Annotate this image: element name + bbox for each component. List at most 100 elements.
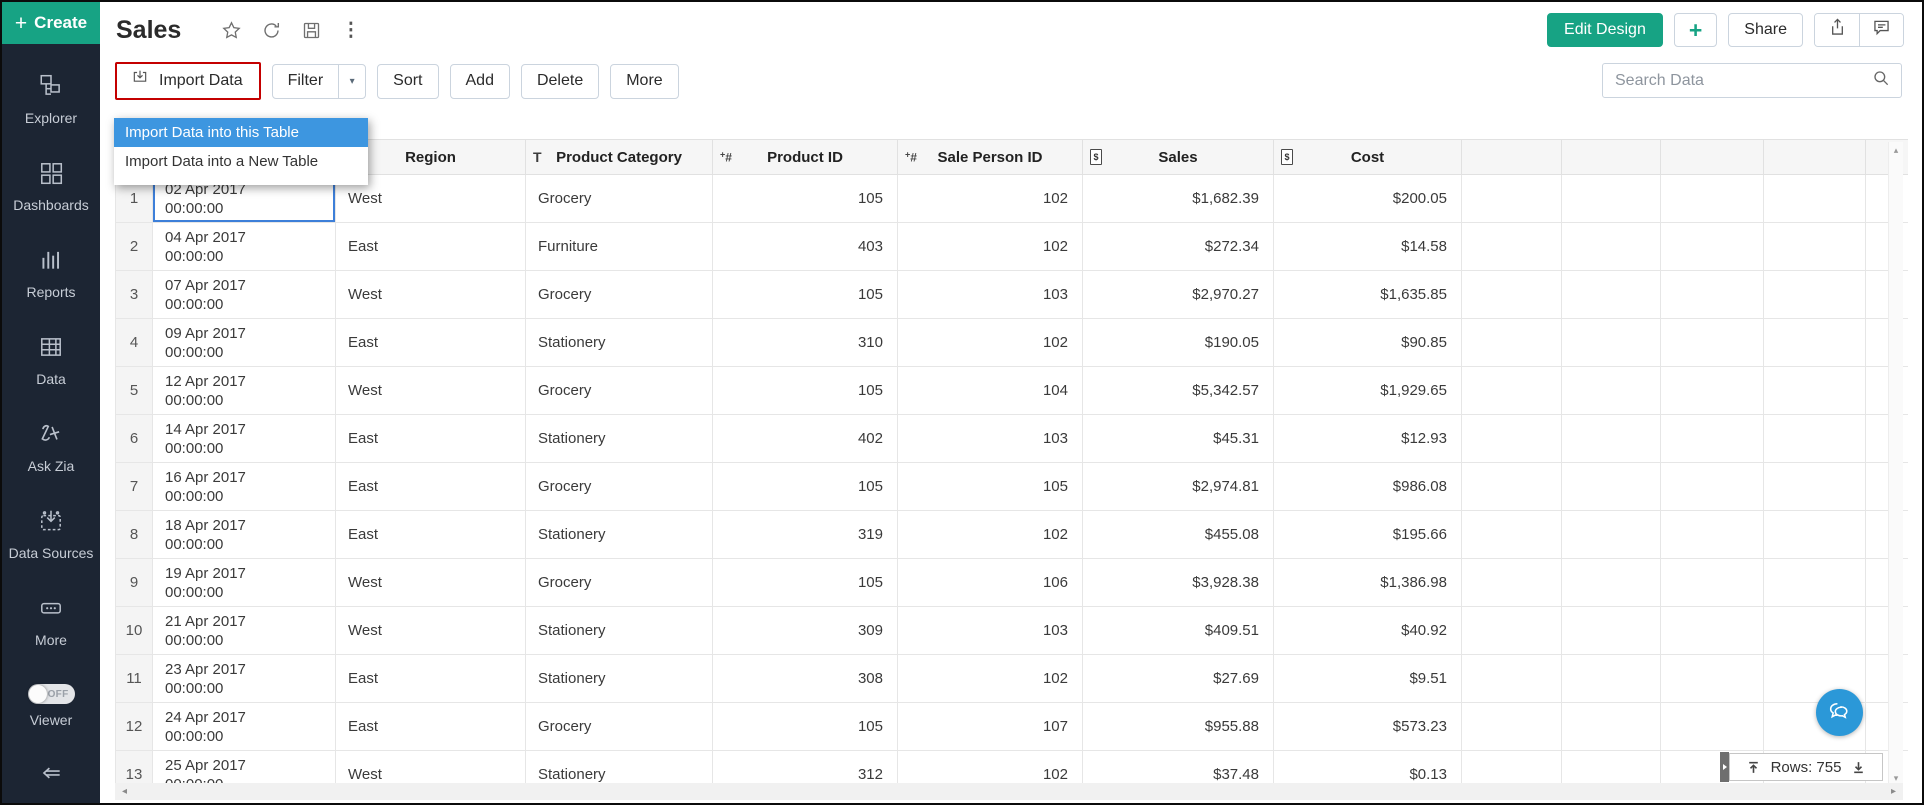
cell-product-id[interactable]: 105 [712, 270, 898, 319]
refresh-icon[interactable] [261, 20, 282, 41]
cell-sale-person-id[interactable]: 104 [897, 366, 1083, 415]
cell-empty[interactable] [1561, 510, 1661, 559]
cell-sale-person-id[interactable]: 103 [897, 270, 1083, 319]
cell-empty[interactable] [1763, 558, 1866, 607]
cell-region[interactable]: West [335, 606, 526, 655]
cell-region[interactable]: West [335, 366, 526, 415]
cell-empty[interactable] [1461, 222, 1562, 271]
cell-empty[interactable] [1763, 414, 1866, 463]
filter-dropdown-caret[interactable]: ▾ [338, 64, 365, 98]
cell-product-category[interactable]: Furniture [525, 222, 713, 271]
row-number[interactable]: 10 [115, 606, 153, 655]
cell-sales[interactable]: $190.05 [1082, 318, 1274, 367]
scroll-up-icon[interactable]: ▴ [1893, 145, 1899, 155]
row-number[interactable]: 4 [115, 318, 153, 367]
more-options-kebab-icon[interactable]: ⋮ [341, 19, 361, 41]
cell-sale-person-id[interactable]: 107 [897, 702, 1083, 751]
cell-date[interactable]: 04 Apr 2017 00:00:00 [152, 222, 336, 271]
cell-product-id[interactable]: 105 [712, 702, 898, 751]
cell-empty[interactable] [1763, 222, 1866, 271]
export-button[interactable] [1815, 14, 1859, 46]
save-icon[interactable] [301, 20, 322, 41]
cell-empty[interactable] [1561, 270, 1661, 319]
sort-button[interactable]: Sort [377, 63, 439, 99]
cell-cost[interactable]: $195.66 [1273, 510, 1462, 559]
cell-sales[interactable]: $955.88 [1082, 702, 1274, 751]
delete-button[interactable]: Delete [520, 63, 600, 99]
cell-date[interactable]: 12 Apr 2017 00:00:00 [152, 366, 336, 415]
sidebar-item-data-sources[interactable]: Data Sources [2, 491, 100, 578]
cell-sale-person-id[interactable]: 105 [897, 462, 1083, 511]
column-header-empty[interactable] [1763, 139, 1866, 175]
cell-empty[interactable] [1660, 366, 1764, 415]
cell-empty[interactable] [1561, 462, 1661, 511]
cell-cost[interactable]: $40.92 [1273, 606, 1462, 655]
cell-empty[interactable] [1561, 558, 1661, 607]
search-input[interactable] [1615, 71, 1871, 90]
cell-empty[interactable] [1461, 318, 1562, 367]
cell-cost[interactable]: $14.58 [1273, 222, 1462, 271]
viewer-toggle[interactable]: OFF [27, 684, 75, 705]
cell-empty[interactable] [1461, 606, 1562, 655]
comments-button[interactable] [1859, 14, 1903, 46]
sidebar-item-ask-zia[interactable]: Ask Zia [2, 404, 100, 491]
cell-sales[interactable]: $272.34 [1082, 222, 1274, 271]
sidebar-item-dashboards[interactable]: Dashboards [2, 143, 100, 230]
cell-sale-person-id[interactable]: 102 [897, 750, 1083, 787]
cell-empty[interactable] [1561, 606, 1661, 655]
cell-empty[interactable] [1660, 174, 1764, 223]
cell-product-category[interactable]: Grocery [525, 270, 713, 319]
cell-empty[interactable] [1561, 654, 1661, 703]
create-button[interactable]: + Create [2, 2, 100, 44]
cell-sales[interactable]: $2,970.27 [1082, 270, 1274, 319]
cell-region[interactable]: East [335, 222, 526, 271]
column-header-empty[interactable] [1660, 139, 1764, 175]
cell-empty[interactable] [1763, 174, 1866, 223]
column-header-cost[interactable]: $ Cost [1273, 139, 1462, 175]
cell-product-id[interactable]: 105 [712, 174, 898, 223]
cell-date[interactable]: 18 Apr 2017 00:00:00 [152, 510, 336, 559]
cell-cost[interactable]: $9.51 [1273, 654, 1462, 703]
scroll-right-icon[interactable]: ▸ [1890, 786, 1896, 797]
column-header-product-id[interactable]: +# Product ID [712, 139, 898, 175]
cell-sale-person-id[interactable]: 102 [897, 510, 1083, 559]
cell-region[interactable]: East [335, 654, 526, 703]
sidebar-collapse-button[interactable] [2, 748, 100, 803]
cell-cost[interactable]: $200.05 [1273, 174, 1462, 223]
menu-item[interactable]: Import Data into a New Table [125, 153, 319, 170]
cell-sale-person-id[interactable]: 102 [897, 222, 1083, 271]
cell-cost[interactable]: $573.23 [1273, 702, 1462, 751]
cell-product-category[interactable]: Grocery [525, 174, 713, 223]
cell-region[interactable]: West [335, 750, 526, 787]
cell-region[interactable]: East [335, 702, 526, 751]
add-new-button[interactable]: + [1673, 13, 1718, 47]
cell-product-id[interactable]: 105 [712, 366, 898, 415]
row-number[interactable]: 13 [115, 750, 153, 787]
import-data-button[interactable]: Import Data [115, 62, 261, 100]
cell-cost[interactable]: $1,635.85 [1273, 270, 1462, 319]
chat-assistant-button[interactable] [1816, 689, 1863, 736]
share-button[interactable]: Share [1728, 13, 1803, 47]
sidebar-item-more[interactable]: More [2, 578, 100, 665]
cell-region[interactable]: West [335, 558, 526, 607]
cell-sales[interactable]: $5,342.57 [1082, 366, 1274, 415]
cell-sale-person-id[interactable]: 103 [897, 606, 1083, 655]
cell-sales[interactable]: $409.51 [1082, 606, 1274, 655]
cell-empty[interactable] [1763, 462, 1866, 511]
rows-pill-handle[interactable] [1720, 752, 1729, 782]
cell-product-category[interactable]: Stationery [525, 750, 713, 787]
cell-cost[interactable]: $12.93 [1273, 414, 1462, 463]
cell-empty[interactable] [1461, 174, 1562, 223]
cell-product-category[interactable]: Grocery [525, 462, 713, 511]
cell-sale-person-id[interactable]: 102 [897, 654, 1083, 703]
cell-sale-person-id[interactable]: 103 [897, 414, 1083, 463]
cell-empty[interactable] [1660, 462, 1764, 511]
cell-empty[interactable] [1660, 318, 1764, 367]
row-number[interactable]: 7 [115, 462, 153, 511]
cell-region[interactable]: West [335, 270, 526, 319]
cell-sales[interactable]: $2,974.81 [1082, 462, 1274, 511]
cell-product-category[interactable]: Grocery [525, 558, 713, 607]
cell-empty[interactable] [1763, 510, 1866, 559]
cell-empty[interactable] [1561, 366, 1661, 415]
sidebar-item-reports[interactable]: Reports [2, 230, 100, 317]
